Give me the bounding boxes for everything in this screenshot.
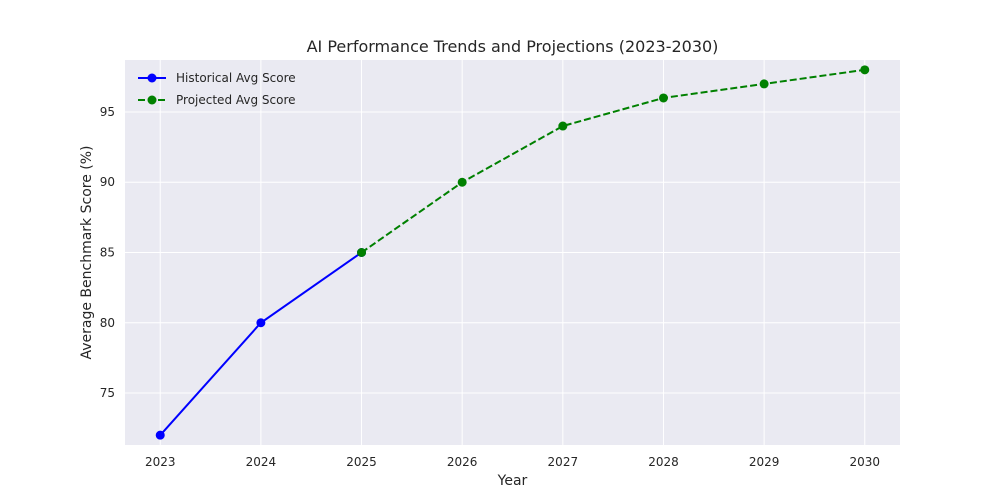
y-tick-label: 90	[100, 175, 115, 189]
chart-title: AI Performance Trends and Projections (2…	[307, 37, 719, 56]
y-tick-label: 75	[100, 386, 115, 400]
x-axis-label: Year	[497, 473, 528, 489]
data-point	[256, 318, 266, 328]
data-point	[457, 177, 467, 187]
legend-label: Projected Avg Score	[176, 93, 296, 107]
legend-marker	[147, 73, 157, 83]
x-tick-label: 2026	[447, 455, 478, 469]
data-point	[357, 248, 367, 257]
x-tick-label: 2024	[246, 455, 277, 469]
x-tick-label: 2025	[346, 455, 377, 469]
data-point	[860, 65, 870, 75]
legend-marker	[147, 95, 157, 105]
series-layer	[155, 65, 870, 440]
y-axis-label: Average Benchmark Score (%)	[79, 145, 95, 359]
x-tick-label: 2028	[648, 455, 679, 469]
y-tick-label: 80	[100, 316, 115, 330]
series-line-projected	[360, 68, 865, 254]
tick-labels: 2023 2024 2025 2026 2027 2028 2029 2030 75 80 85 90…	[100, 105, 880, 469]
legend: Historical Avg Score Projected Avg Score	[138, 71, 296, 107]
y-tick-label: 95	[100, 105, 115, 119]
y-tick-label: 85	[100, 246, 115, 260]
legend-label: Historical Avg Score	[176, 71, 296, 85]
x-tick-label: 2027	[548, 455, 579, 469]
data-point	[658, 93, 668, 103]
x-tick-label: 2030	[849, 455, 880, 469]
data-point	[558, 121, 568, 131]
x-tick-label: 2029	[749, 455, 780, 469]
data-point	[155, 430, 165, 440]
x-tick-label: 2023	[145, 455, 176, 469]
data-point	[759, 79, 769, 89]
